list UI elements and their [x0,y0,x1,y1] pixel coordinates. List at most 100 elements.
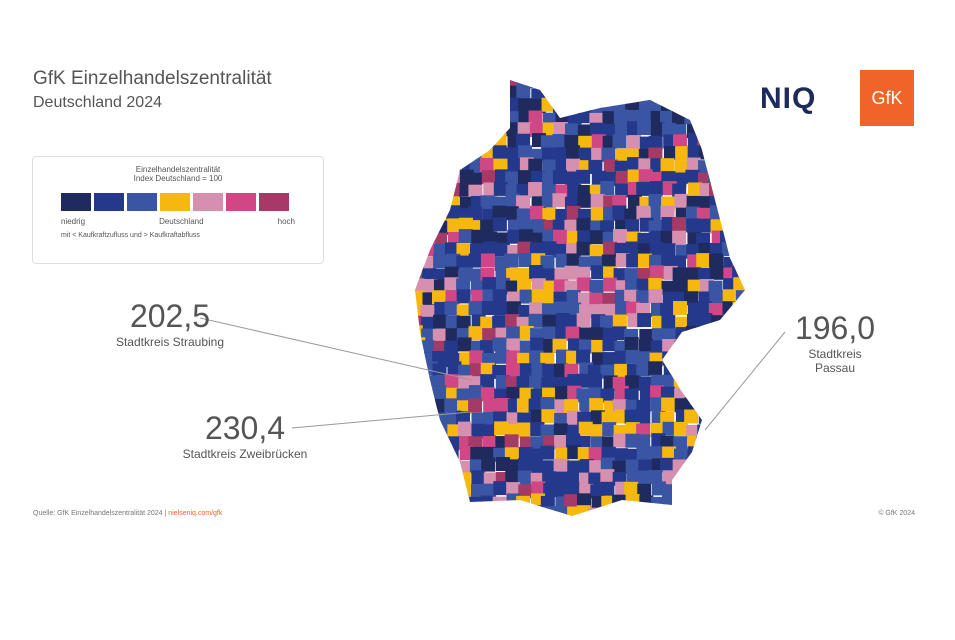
region [698,112,713,127]
region [519,363,534,378]
region [483,508,498,516]
region [660,457,675,472]
region [528,448,543,463]
region [446,506,461,516]
region [732,80,745,89]
region [493,242,508,257]
region [554,301,569,316]
region [615,519,629,533]
region [601,446,616,461]
region [746,411,760,425]
region [493,481,508,496]
region [541,85,556,100]
region [434,422,449,437]
region [636,278,651,293]
region [492,217,507,232]
region [444,277,459,292]
region [589,327,604,342]
region [566,471,581,486]
region [649,254,664,269]
region [517,458,532,473]
callout: 230,4 Stadtkreis Zweibrücken [160,410,330,461]
region [686,424,701,439]
region [565,171,580,186]
region [540,397,555,412]
region [553,85,568,100]
region [710,446,725,461]
region [415,351,426,366]
region [504,80,519,89]
region [552,134,567,149]
region [517,122,532,137]
region [708,484,723,499]
region [721,159,736,174]
region [687,279,702,294]
region [529,350,544,365]
region [565,123,580,138]
region [552,169,567,184]
region [422,520,436,534]
region [696,207,711,222]
region [709,412,724,427]
region [459,446,474,461]
link[interactable]: nielseniq.com/gfk [168,510,223,517]
region [446,472,461,487]
region [541,292,556,307]
region [468,206,483,221]
region [576,349,591,364]
region [734,435,745,450]
region [468,80,483,90]
region [744,518,758,532]
region [732,471,745,486]
region [420,86,435,101]
region [482,435,497,450]
region [732,337,745,352]
region [732,350,745,365]
region [528,110,543,125]
region [516,133,531,148]
region [745,196,759,210]
region [456,472,471,487]
region [686,314,701,329]
region [433,314,448,329]
region [528,398,543,413]
region [432,385,447,400]
region [686,484,701,499]
region [744,243,745,258]
region [444,136,459,151]
region [542,363,557,378]
region [732,160,745,175]
region [638,109,653,124]
region [471,412,486,427]
region [732,147,745,162]
region [529,302,544,317]
region [660,158,675,173]
region [445,80,460,89]
region [672,99,687,114]
region [516,422,531,437]
region [663,361,678,376]
region [624,337,639,352]
region [492,315,507,330]
region [435,472,450,487]
region [747,374,761,388]
region [672,134,687,149]
region [432,80,447,91]
region [576,266,591,281]
region [494,88,509,103]
region [723,508,738,516]
region [554,386,569,401]
region [436,520,450,534]
region [516,195,531,210]
region [469,459,484,474]
region [566,289,581,304]
region [696,218,711,233]
region [577,493,592,508]
region [565,145,580,160]
legend-swatch [226,193,256,211]
region [748,326,762,340]
region [710,496,725,511]
region [504,434,519,449]
